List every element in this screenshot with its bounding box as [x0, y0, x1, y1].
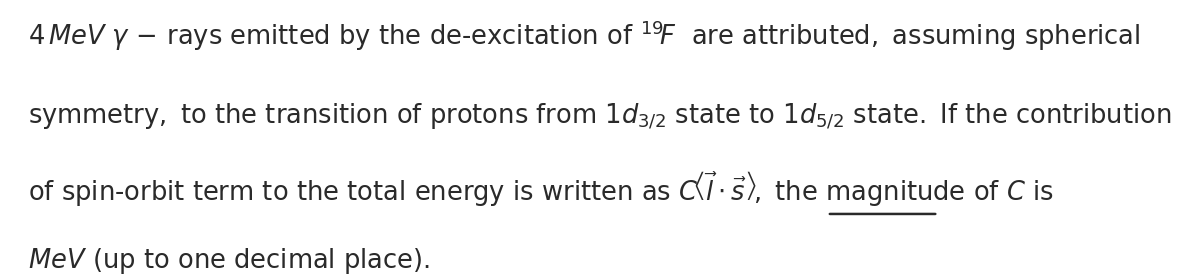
Text: $\mathit{MeV}\ \mathrm{(up\ to\ one\ decimal\ place).}$: $\mathit{MeV}\ \mathrm{(up\ to\ one\ dec… — [29, 246, 431, 276]
Text: $\mathrm{of\ spin\text{-}orbit\ term\ to\ the\ total\ energy\ is\ written\ as\ }: $\mathrm{of\ spin\text{-}orbit\ term\ to… — [29, 169, 1054, 208]
Text: $\mathrm{symmetry,\ to\ the\ transition\ of\ protons\ from\ }1d_{3/2}\mathrm{\ s: $\mathrm{symmetry,\ to\ the\ transition\… — [29, 101, 1171, 131]
Text: $4\,\mathit{MeV}\;\gamma\,-\,\mathrm{rays\ emitted\ by\ the\ de\text{-}excitatio: $4\,\mathit{MeV}\;\gamma\,-\,\mathrm{ray… — [29, 18, 1141, 53]
